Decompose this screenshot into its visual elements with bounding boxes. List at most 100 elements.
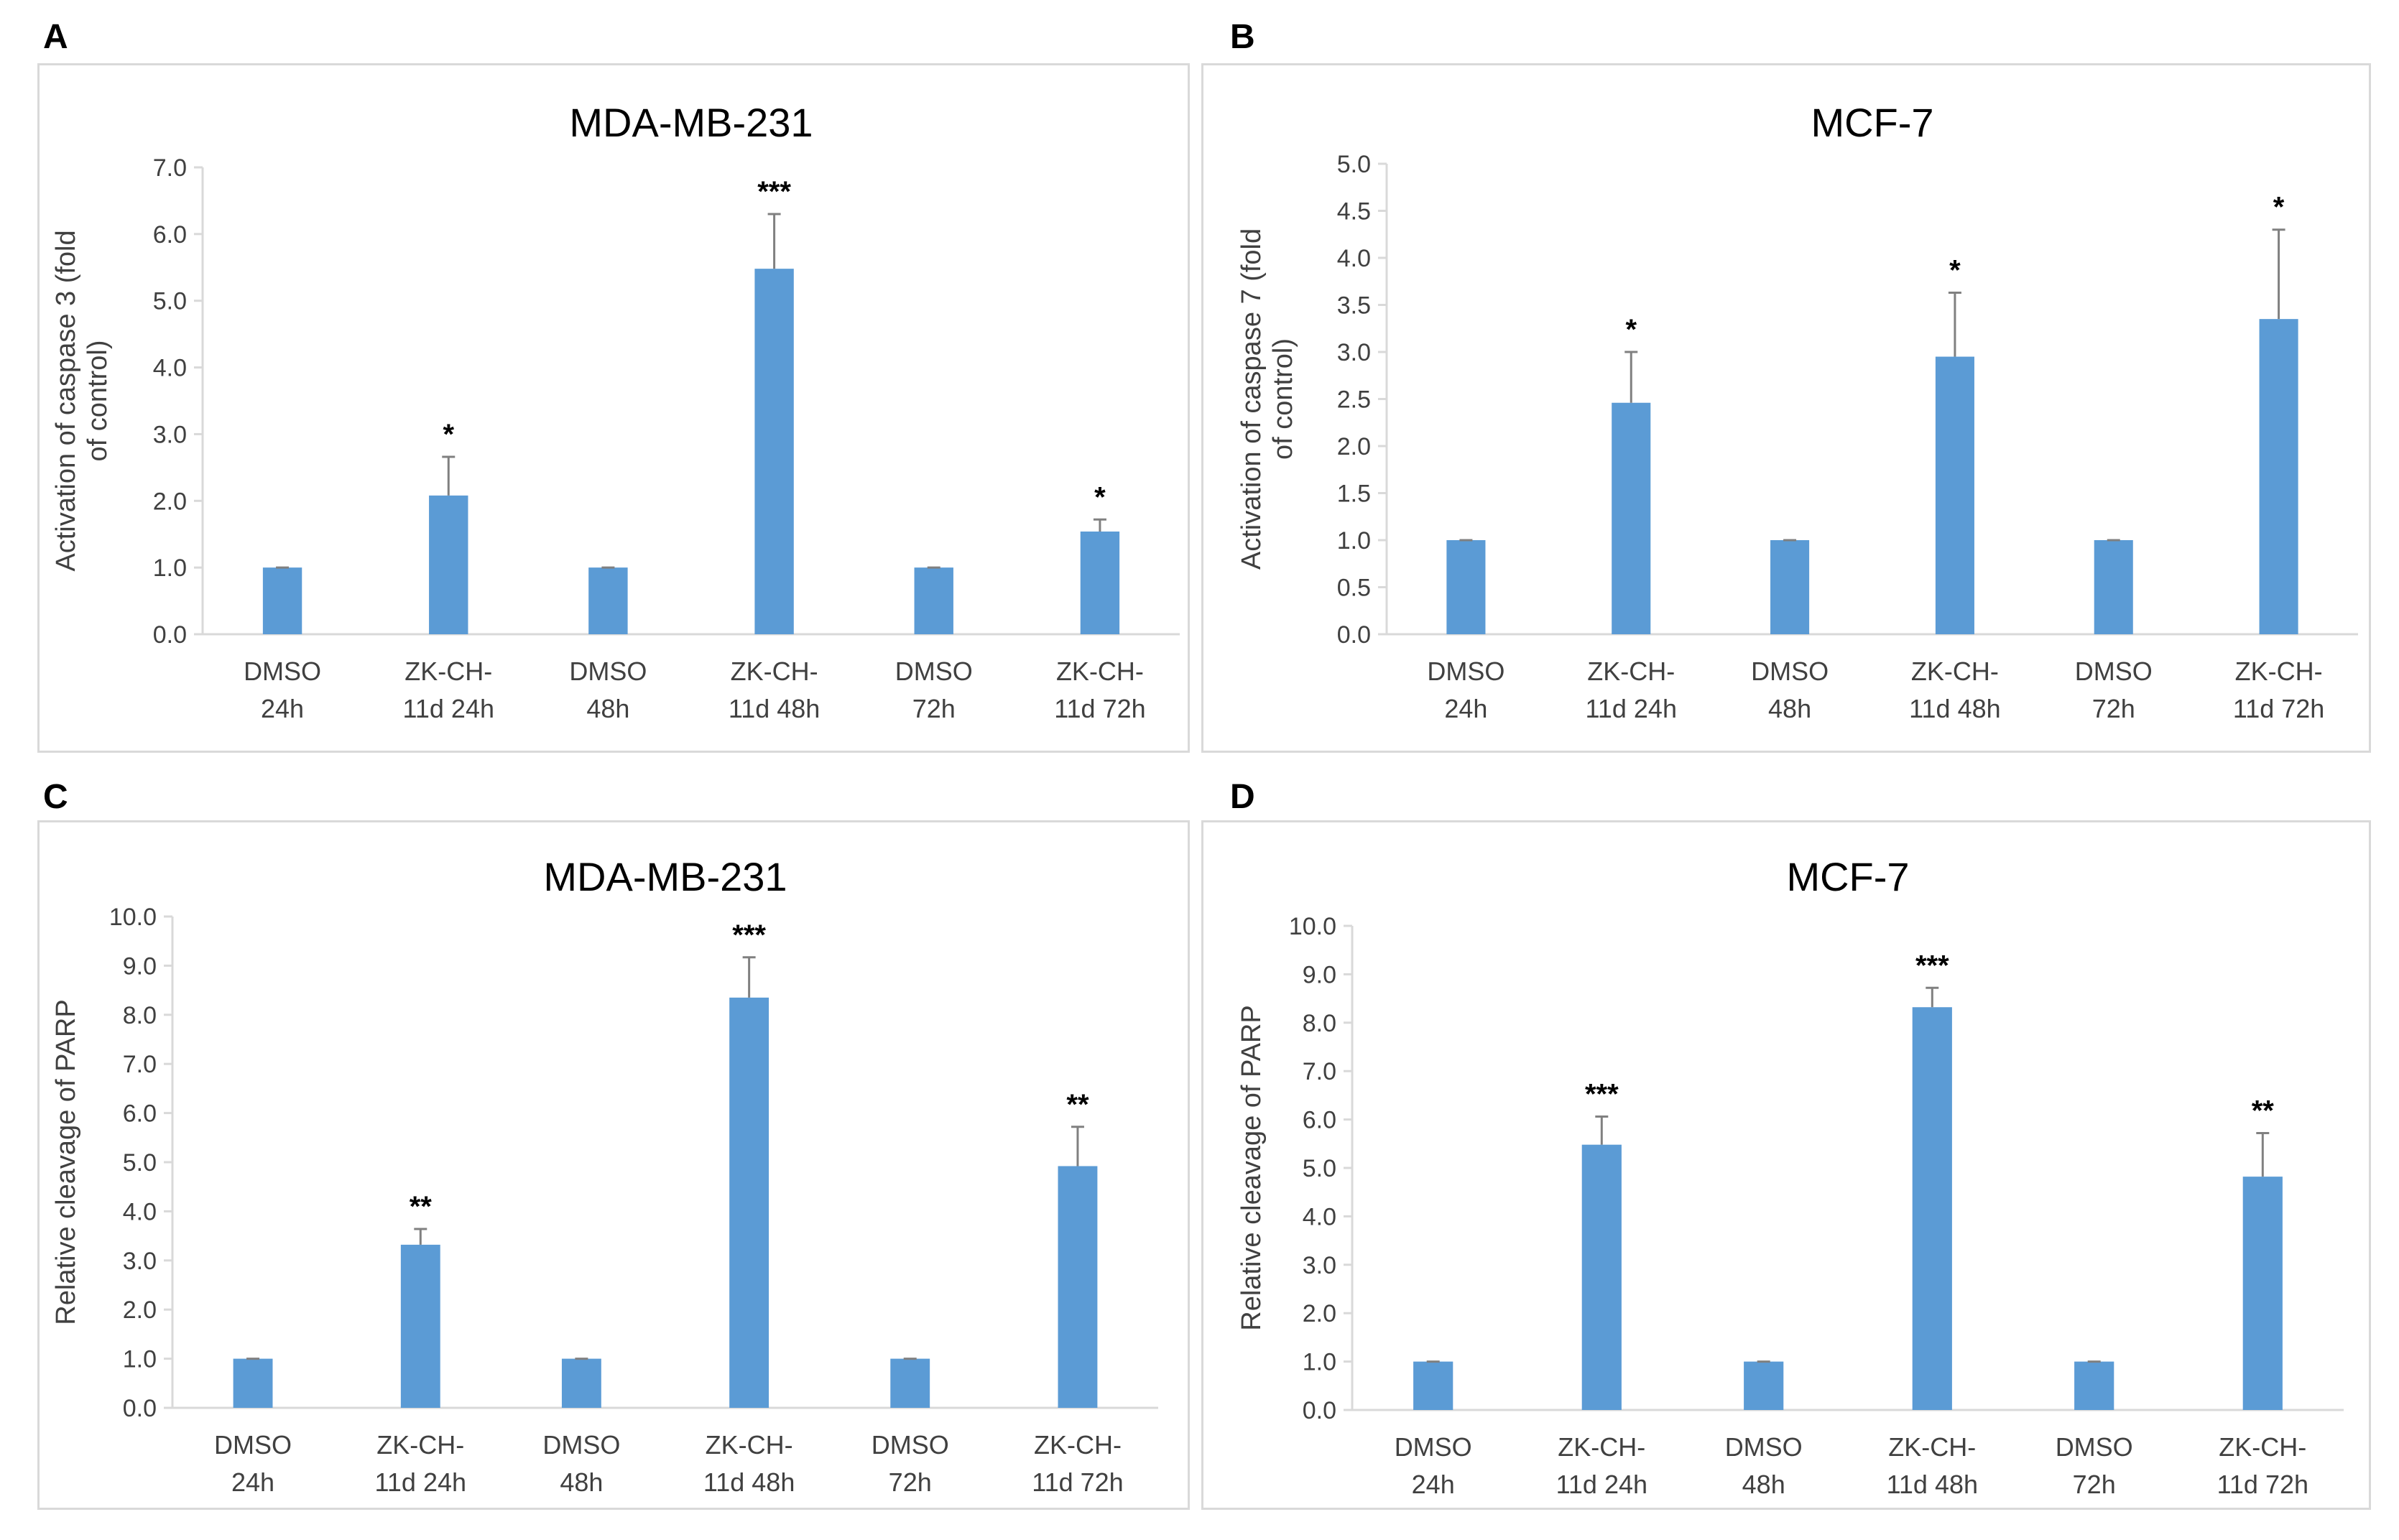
x-tick-label-b-5-line1: ZK-CH- bbox=[2235, 657, 2323, 686]
y-tick-label-b-3: 1.5 bbox=[1337, 481, 1371, 508]
x-tick-label-c-3-line2: 11d 48h bbox=[703, 1467, 795, 1497]
bar-b-3 bbox=[1935, 356, 1974, 634]
bar-b-2 bbox=[1770, 540, 1810, 634]
y-tick-label-b-4: 2.0 bbox=[1337, 433, 1371, 460]
significance-a-5: * bbox=[1094, 481, 1106, 513]
significance-b-3: * bbox=[1949, 254, 1961, 286]
y-tick-label-c-2: 2.0 bbox=[123, 1297, 157, 1324]
bar-d-3 bbox=[1912, 1007, 1952, 1410]
x-tick-label-c-0-line1: DMSO bbox=[214, 1430, 292, 1460]
x-tick-label-d-5-line1: ZK-CH- bbox=[2219, 1432, 2306, 1462]
bar-d-0 bbox=[1413, 1361, 1453, 1410]
significance-a-1: * bbox=[443, 419, 454, 450]
x-tick-label-d-2-line2: 48h bbox=[1742, 1470, 1785, 1499]
bar-d-2 bbox=[1744, 1361, 1784, 1410]
y-tick-label-a-1: 1.0 bbox=[153, 555, 187, 582]
bar-b-4 bbox=[2094, 540, 2133, 634]
y-tick-label-d-9: 9.0 bbox=[1303, 961, 1336, 988]
x-tick-label-a-0-line1: DMSO bbox=[244, 657, 321, 686]
bar-d-4 bbox=[2074, 1361, 2114, 1410]
panel-letter-d: D bbox=[1230, 778, 1255, 816]
x-tick-label-d-5-line2: 11d 72h bbox=[2217, 1470, 2308, 1499]
x-tick-label-d-0-line2: 24h bbox=[1412, 1470, 1455, 1499]
y-tick-label-d-5: 5.0 bbox=[1303, 1155, 1336, 1182]
x-tick-label-c-4-line2: 72h bbox=[889, 1467, 932, 1497]
y-tick-label-b-10: 5.0 bbox=[1337, 151, 1371, 178]
x-tick-label-d-1-line1: ZK-CH- bbox=[1558, 1432, 1645, 1462]
x-tick-label-b-2-line2: 48h bbox=[1768, 694, 1811, 723]
y-tick-label-b-2: 1.0 bbox=[1337, 527, 1371, 555]
y-axis-label-a-line1: Activation of caspase 3 (fold bbox=[51, 230, 81, 571]
y-tick-label-b-9: 4.5 bbox=[1337, 198, 1371, 226]
x-tick-label-c-0-line2: 24h bbox=[231, 1467, 274, 1497]
x-tick-label-d-3-line2: 11d 48h bbox=[1887, 1470, 1978, 1499]
x-tick-label-a-5-line1: ZK-CH- bbox=[1056, 657, 1144, 686]
significance-c-1: ** bbox=[410, 1191, 433, 1223]
significance-d-1: *** bbox=[1585, 1079, 1619, 1110]
panel-letter-b: B bbox=[1230, 18, 1255, 56]
y-tick-label-c-10: 10.0 bbox=[109, 904, 157, 931]
chart-panel-d bbox=[1201, 820, 2371, 1510]
y-tick-label-a-3: 3.0 bbox=[153, 421, 187, 448]
x-tick-label-b-5-line2: 11d 72h bbox=[2233, 694, 2324, 723]
chart-panel-a bbox=[37, 63, 1190, 753]
x-tick-label-c-5-line2: 11d 72h bbox=[1032, 1467, 1123, 1497]
bar-c-5 bbox=[1058, 1166, 1098, 1408]
y-tick-label-b-8: 4.0 bbox=[1337, 245, 1371, 272]
y-axis-label-d-line1: Relative cleavage of PARP bbox=[1237, 1005, 1267, 1330]
y-tick-label-d-6: 6.0 bbox=[1303, 1107, 1336, 1134]
y-tick-label-a-2: 2.0 bbox=[153, 488, 187, 515]
x-tick-label-c-2-line1: DMSO bbox=[542, 1430, 620, 1460]
x-tick-label-a-0-line2: 24h bbox=[261, 694, 304, 723]
significance-d-3: *** bbox=[1915, 950, 1949, 981]
x-tick-label-b-4-line2: 72h bbox=[2092, 694, 2135, 723]
y-axis-label-c-line1: Relative cleavage of PARP bbox=[51, 999, 81, 1325]
y-tick-label-c-4: 4.0 bbox=[123, 1198, 157, 1225]
x-tick-label-b-1-line1: ZK-CH- bbox=[1587, 657, 1675, 686]
y-tick-label-a-6: 6.0 bbox=[153, 221, 187, 249]
x-tick-label-c-1-line1: ZK-CH- bbox=[376, 1430, 464, 1460]
chart-title-d: MCF-7 bbox=[1786, 854, 1909, 899]
y-tick-label-b-1: 0.5 bbox=[1337, 575, 1371, 602]
bar-c-2 bbox=[561, 1358, 601, 1408]
y-tick-label-c-7: 7.0 bbox=[123, 1051, 157, 1078]
significance-b-1: * bbox=[1625, 314, 1637, 345]
significance-a-3: *** bbox=[757, 176, 791, 208]
x-tick-label-c-4-line1: DMSO bbox=[872, 1430, 949, 1460]
y-tick-label-d-1: 1.0 bbox=[1303, 1349, 1336, 1376]
significance-c-3: *** bbox=[732, 919, 766, 951]
x-tick-label-a-4-line2: 72h bbox=[912, 694, 956, 723]
bar-c-0 bbox=[233, 1358, 273, 1408]
bar-b-5 bbox=[2259, 319, 2298, 634]
bar-c-3 bbox=[729, 997, 769, 1408]
x-tick-label-b-0-line1: DMSO bbox=[1427, 657, 1504, 686]
x-tick-label-d-4-line1: DMSO bbox=[2056, 1432, 2133, 1462]
bar-b-1 bbox=[1612, 402, 1651, 634]
x-tick-label-d-4-line2: 72h bbox=[2073, 1470, 2116, 1499]
bar-a-4 bbox=[914, 567, 953, 634]
x-tick-label-b-2-line1: DMSO bbox=[1751, 657, 1829, 686]
x-tick-label-a-1-line2: 11d 24h bbox=[403, 694, 494, 723]
significance-c-5: ** bbox=[1066, 1089, 1089, 1121]
y-tick-label-b-5: 2.5 bbox=[1337, 386, 1371, 414]
y-tick-label-c-9: 9.0 bbox=[123, 952, 157, 980]
x-tick-label-b-1-line2: 11d 24h bbox=[1586, 694, 1677, 723]
x-tick-label-a-3-line1: ZK-CH- bbox=[731, 657, 818, 686]
y-tick-label-c-5: 5.0 bbox=[123, 1149, 157, 1177]
bar-d-1 bbox=[1581, 1144, 1622, 1410]
bar-c-4 bbox=[890, 1358, 930, 1408]
y-tick-label-a-0: 0.0 bbox=[153, 621, 187, 649]
y-tick-label-a-4: 4.0 bbox=[153, 355, 187, 382]
bar-a-0 bbox=[262, 567, 302, 634]
x-tick-label-b-3-line2: 11d 48h bbox=[1909, 694, 2000, 723]
y-tick-label-b-7: 3.5 bbox=[1337, 292, 1371, 320]
y-axis-label-b-line2: of control) bbox=[1268, 338, 1298, 460]
chart-panel-b bbox=[1201, 63, 2371, 753]
x-tick-label-d-1-line2: 11d 24h bbox=[1556, 1470, 1647, 1499]
x-tick-label-a-2-line2: 48h bbox=[586, 694, 629, 723]
y-tick-label-d-0: 0.0 bbox=[1303, 1397, 1336, 1424]
significance-d-5: ** bbox=[2252, 1095, 2275, 1126]
chart-panel-c bbox=[37, 820, 1190, 1510]
x-tick-label-b-0-line2: 24h bbox=[1444, 694, 1487, 723]
